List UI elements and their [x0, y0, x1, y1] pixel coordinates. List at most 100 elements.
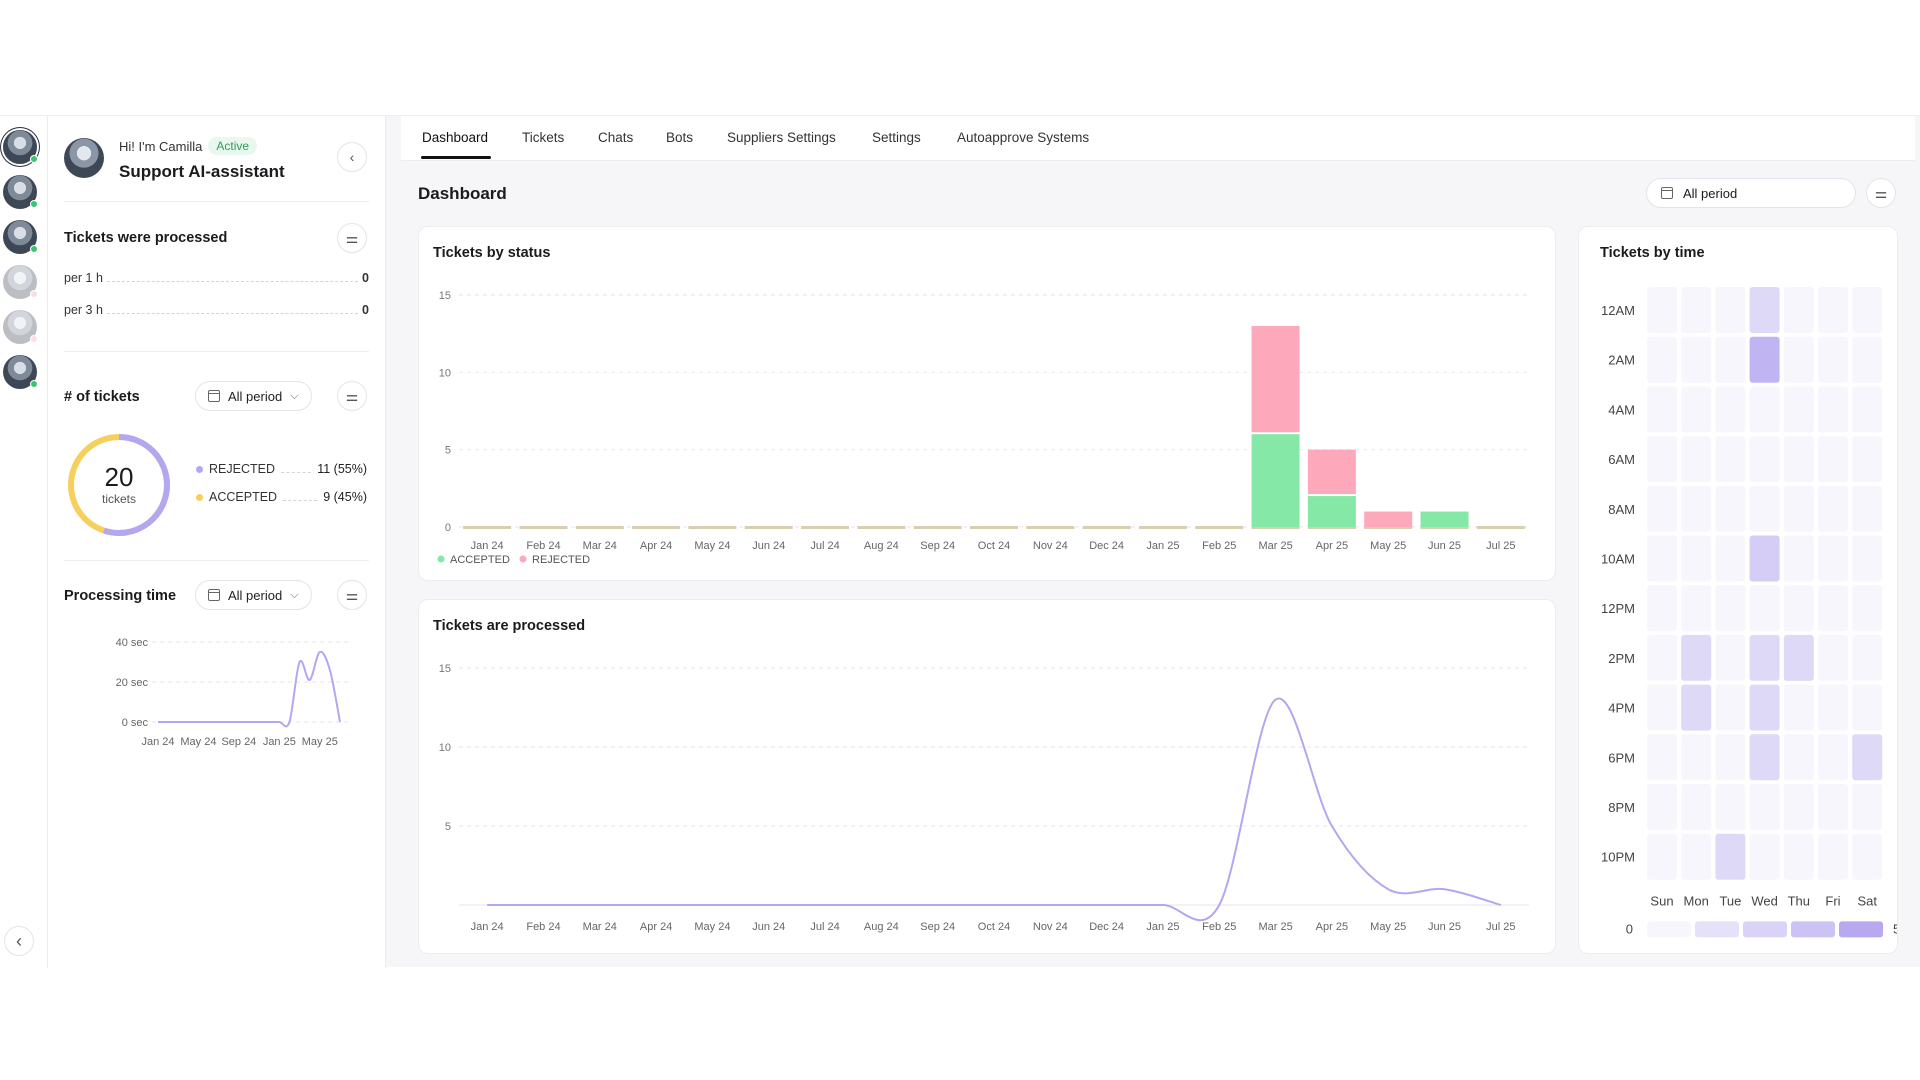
heatmap-cell[interactable]: [1715, 535, 1746, 582]
tab-autoapprove-systems[interactable]: Autoapprove Systems: [957, 130, 1090, 145]
heatmap-cell[interactable]: [1681, 634, 1712, 681]
heatmap-cell[interactable]: [1715, 287, 1746, 333]
heatmap-cell[interactable]: [1818, 287, 1848, 333]
heatmap-cell[interactable]: [1715, 336, 1746, 383]
heatmap-cell[interactable]: [1681, 684, 1712, 731]
heatmap-cell[interactable]: [1783, 833, 1814, 880]
heatmap-cell[interactable]: [1818, 485, 1848, 532]
heatmap-cell[interactable]: [1647, 833, 1677, 880]
heatmap-cell[interactable]: [1852, 336, 1883, 383]
heatmap-cell[interactable]: [1818, 784, 1848, 830]
heatmap-cell[interactable]: [1852, 485, 1883, 532]
heatmap-cell[interactable]: [1681, 784, 1712, 830]
heatmap-cell[interactable]: [1783, 634, 1814, 681]
heatmap-cell[interactable]: [1681, 287, 1712, 333]
assistant-avatar-camilla[interactable]: [3, 130, 38, 164]
heatmap-cell[interactable]: [1749, 684, 1780, 731]
heatmap-cell[interactable]: [1852, 436, 1883, 483]
heatmap-cell[interactable]: [1783, 734, 1814, 781]
heatmap-cell[interactable]: [1681, 436, 1712, 483]
processing-filter-button[interactable]: ⚌: [337, 580, 367, 610]
heatmap-cell[interactable]: [1818, 734, 1848, 781]
heatmap-cell[interactable]: [1783, 436, 1814, 483]
tab-tickets[interactable]: Tickets: [522, 130, 565, 145]
tab-suppliers-settings[interactable]: Suppliers Settings: [727, 130, 836, 145]
bar-rejected[interactable]: [1307, 449, 1356, 495]
assistant-avatar-6[interactable]: [3, 355, 38, 389]
heatmap-cell[interactable]: [1852, 535, 1883, 582]
heatmap-cell[interactable]: [1715, 485, 1746, 532]
heatmap-cell[interactable]: [1749, 287, 1780, 333]
processing-time-line[interactable]: [157, 650, 341, 728]
heatmap-cell[interactable]: [1749, 585, 1780, 632]
heatmap-cell[interactable]: [1818, 585, 1848, 632]
processed-line[interactable]: [487, 697, 1502, 922]
heatmap-cell[interactable]: [1749, 535, 1780, 582]
bar-rejected[interactable]: [1251, 325, 1300, 433]
heatmap-cell[interactable]: [1681, 386, 1712, 433]
heatmap-cell[interactable]: [1681, 336, 1712, 383]
heatmap-cell[interactable]: [1852, 585, 1883, 632]
heatmap-cell[interactable]: [1749, 734, 1780, 781]
bar-rejected[interactable]: [1364, 511, 1413, 527]
heatmap-cell[interactable]: [1852, 734, 1883, 781]
heatmap-cell[interactable]: [1783, 336, 1814, 383]
tickets-filter-button[interactable]: ⚌: [337, 381, 367, 411]
dashboard-filter-button[interactable]: ⚌: [1866, 178, 1896, 208]
heatmap-cell[interactable]: [1647, 684, 1677, 731]
heatmap-cell[interactable]: [1852, 684, 1883, 731]
heatmap-cell[interactable]: [1681, 833, 1712, 880]
heatmap-cell[interactable]: [1852, 287, 1883, 333]
heatmap-cell[interactable]: [1715, 684, 1746, 731]
heatmap-cell[interactable]: [1647, 784, 1677, 830]
heatmap-cell[interactable]: [1647, 734, 1677, 781]
heatmap-cell[interactable]: [1749, 386, 1780, 433]
processed-filter-button[interactable]: ⚌: [337, 223, 367, 253]
collapse-rail-button[interactable]: ‹: [4, 926, 34, 956]
heatmap-cell[interactable]: [1681, 535, 1712, 582]
tab-dashboard[interactable]: Dashboard: [422, 130, 489, 145]
heatmap-cell[interactable]: [1647, 634, 1677, 681]
heatmap-cell[interactable]: [1852, 833, 1883, 880]
heatmap-cell[interactable]: [1783, 485, 1814, 532]
heatmap-cell[interactable]: [1647, 485, 1677, 532]
tab-chats[interactable]: Chats: [598, 130, 634, 145]
heatmap-cell[interactable]: [1783, 386, 1814, 433]
heatmap-cell[interactable]: [1852, 784, 1883, 830]
heatmap-cell[interactable]: [1647, 436, 1677, 483]
heatmap-cell[interactable]: [1749, 485, 1780, 532]
heatmap-cell[interactable]: [1715, 784, 1746, 830]
heatmap-cell[interactable]: [1647, 336, 1677, 383]
heatmap-cell[interactable]: [1681, 485, 1712, 532]
heatmap-cell[interactable]: [1749, 784, 1780, 830]
heatmap-cell[interactable]: [1783, 287, 1814, 333]
heatmap-cell[interactable]: [1681, 734, 1712, 781]
heatmap-cell[interactable]: [1715, 634, 1746, 681]
heatmap-cell[interactable]: [1852, 634, 1883, 681]
heatmap-cell[interactable]: [1852, 386, 1883, 433]
tickets-period-select[interactable]: All period ⌵: [195, 381, 312, 411]
heatmap-cell[interactable]: [1818, 336, 1848, 383]
assistant-avatar-3[interactable]: [3, 220, 38, 254]
heatmap-cell[interactable]: [1749, 634, 1780, 681]
heatmap-cell[interactable]: [1715, 585, 1746, 632]
processing-period-select[interactable]: All period ⌵: [195, 580, 312, 610]
tab-settings[interactable]: Settings: [872, 130, 921, 145]
heatmap-cell[interactable]: [1715, 386, 1746, 433]
heatmap-cell[interactable]: [1783, 784, 1814, 830]
bar-accepted[interactable]: [1307, 496, 1356, 527]
heatmap-cell[interactable]: [1818, 535, 1848, 582]
heatmap-cell[interactable]: [1818, 436, 1848, 483]
heatmap-cell[interactable]: [1647, 535, 1677, 582]
heatmap-cell[interactable]: [1647, 287, 1677, 333]
dashboard-period-select[interactable]: All period: [1646, 178, 1856, 208]
assistant-avatar-4[interactable]: [3, 265, 38, 299]
heatmap-cell[interactable]: [1818, 684, 1848, 731]
heatmap-cell[interactable]: [1715, 833, 1746, 880]
collapse-panel-button[interactable]: ‹: [337, 142, 367, 172]
heatmap-cell[interactable]: [1818, 833, 1848, 880]
heatmap-cell[interactable]: [1715, 734, 1746, 781]
heatmap-cell[interactable]: [1818, 386, 1848, 433]
heatmap-cell[interactable]: [1715, 436, 1746, 483]
heatmap-cell[interactable]: [1783, 684, 1814, 731]
